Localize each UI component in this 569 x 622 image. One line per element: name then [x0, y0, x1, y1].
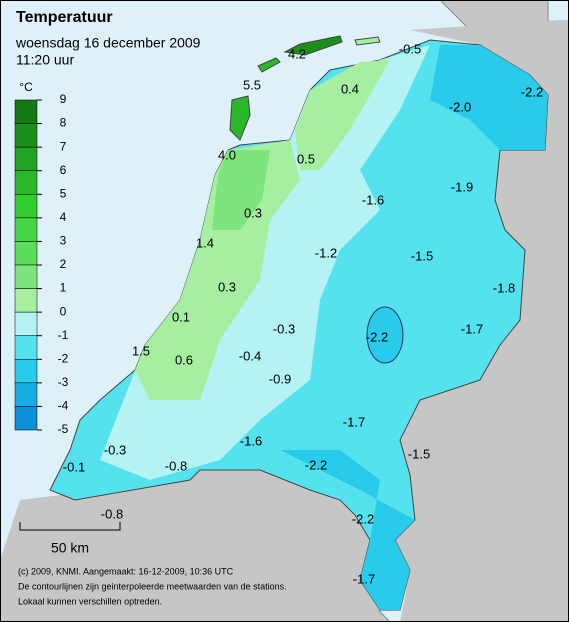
- legend-tick-label: -5: [58, 422, 69, 436]
- station-value: -2.0: [449, 99, 471, 114]
- station-value: -0.9: [269, 371, 291, 386]
- legend-tick-label: 4: [60, 210, 67, 224]
- station-value: 4.2: [288, 46, 306, 61]
- station-value: -1.6: [362, 192, 384, 207]
- station-value: -1.8: [493, 280, 515, 295]
- station-value: 0.3: [218, 279, 236, 294]
- legend-band: [14, 123, 38, 148]
- legend-band: [14, 264, 38, 289]
- region-warmer: [212, 150, 270, 230]
- stations: -0.5 4.2 5.5 0.4 -2.0 -2.2 4.0 0.5 -1.9 -1.6 0.3 1.…: [63, 41, 543, 586]
- legend-tick-label: -2: [58, 351, 69, 365]
- legend-band: [14, 311, 38, 336]
- station-value: -0.8: [165, 458, 187, 473]
- station-value: -2.2: [521, 84, 543, 99]
- station-value: -0.1: [63, 459, 85, 474]
- legend: 9 8 7 6 5 4 3 2 1 0 -1 -2 -3 -4 -5: [14, 92, 69, 436]
- station-value: -0.5: [399, 41, 421, 56]
- legend-tick-label: -4: [58, 399, 69, 413]
- legend-band: [14, 359, 38, 384]
- legend-tick-label: 0: [60, 304, 67, 318]
- station-value: -1.7: [461, 321, 483, 336]
- legend-tick-label: -1: [58, 328, 69, 342]
- legend-band: [14, 335, 38, 360]
- scale-bar: [19, 522, 121, 531]
- legend-band: [14, 170, 38, 195]
- legend-unit: °C: [19, 80, 33, 94]
- station-value: 0.3: [244, 205, 262, 220]
- station-value: -2.2: [366, 329, 388, 344]
- belgium: [0, 470, 380, 622]
- station-value: 0.5: [297, 151, 315, 166]
- station-value: -1.7: [353, 571, 375, 586]
- island: [229, 95, 251, 141]
- date: woensdag 16 december 2009: [15, 35, 201, 51]
- footer-line: (c) 2009, KNMI. Aangemaakt: 16-12-2009, …: [18, 566, 234, 576]
- legend-band: [14, 406, 38, 431]
- region-warm: [295, 60, 390, 170]
- legend-band: [14, 194, 38, 219]
- legend-tick-label: 6: [60, 163, 67, 177]
- scale-label: 50 km: [51, 540, 89, 556]
- region-cold: [366, 306, 404, 364]
- island: [283, 35, 343, 56]
- legend-tick-label: 3: [60, 234, 67, 248]
- germany: [395, 20, 569, 622]
- station-value: 0.6: [175, 352, 193, 367]
- station-value: -0.8: [101, 506, 123, 521]
- region-cold: [280, 450, 415, 610]
- legend-tick-label: 5: [60, 186, 67, 200]
- station-value: -1.5: [408, 446, 430, 461]
- station-value: -0.3: [104, 442, 126, 457]
- station-value: -1.2: [315, 245, 337, 260]
- station-value: 5.5: [243, 77, 261, 92]
- station-value: -1.6: [240, 433, 262, 448]
- island: [257, 57, 281, 73]
- footer-line: De contourlijnen zijn geinterpoleerde me…: [18, 581, 287, 591]
- legend-band: [14, 217, 38, 242]
- station-value: 0.1: [172, 309, 190, 324]
- legend-band: [14, 382, 38, 407]
- island: [354, 36, 381, 46]
- legend-tick-label: 7: [60, 139, 67, 153]
- station-value: -0.3: [273, 321, 295, 336]
- region-cold: [430, 45, 548, 150]
- title: Temperatuur: [16, 9, 113, 26]
- station-value: -1.5: [411, 248, 433, 263]
- footer-line: Lokaal kunnen verschillen optreden.: [18, 596, 162, 606]
- station-value: -2.2: [352, 511, 374, 526]
- legend-band: [14, 99, 38, 124]
- legend-tick-label: 2: [60, 257, 67, 271]
- legend-tick-label: -3: [58, 375, 69, 389]
- station-value: -2.2: [305, 457, 327, 472]
- station-value: -1.9: [451, 179, 473, 194]
- region-warm: [135, 140, 300, 400]
- legend-band: [14, 146, 38, 171]
- legend-band: [14, 288, 38, 313]
- station-value: 1.5: [132, 343, 150, 358]
- legend-band: [14, 241, 38, 266]
- legend-tick-label: 8: [60, 116, 67, 130]
- station-value: 0.4: [341, 81, 359, 96]
- legend-tick-label: 1: [60, 281, 67, 295]
- station-value: -1.7: [343, 414, 365, 429]
- time: 11:20 uur: [16, 52, 74, 68]
- legend-tick-label: 9: [60, 92, 67, 106]
- station-value: 1.4: [196, 235, 214, 250]
- station-value: 4.0: [218, 147, 236, 162]
- station-value: -0.4: [239, 348, 261, 363]
